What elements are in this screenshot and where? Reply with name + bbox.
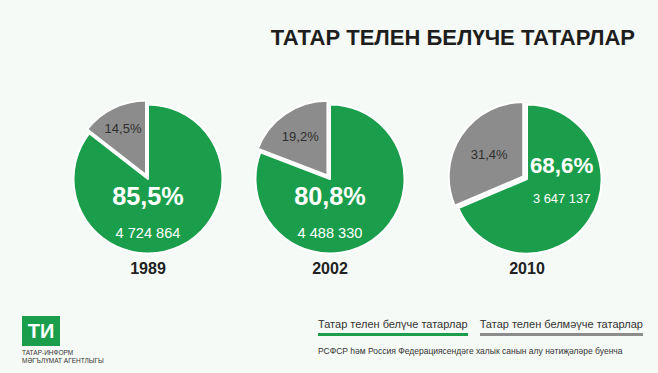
svg-text:68,6%3 647 137: 68,6%3 647 137	[530, 153, 594, 205]
svg-text:2002: 2002	[312, 260, 348, 277]
html-text:МӘГЪЛҮМАТ АГЕНТЛЫГЫ: МӘГЪЛҮМАТ АГЕНТЛЫГЫ	[22, 357, 104, 364]
svg-text:85,5%4 724 864: 85,5%4 724 864	[112, 182, 184, 241]
svg-text:31,4%: 31,4%	[471, 147, 508, 162]
svg-text:1989: 1989	[130, 260, 166, 277]
html-text:ТИ: ТИ	[27, 320, 55, 342]
html-text:ТАТАР-ИНФОРМ: ТАТАР-ИНФОРМ	[22, 349, 74, 356]
html-text:Татар телен белмәүче татарлар: Татар телен белмәүче татарлар	[479, 318, 643, 330]
html-text:РСФСР һәм Россия Федерациясенд: РСФСР һәм Россия Федерациясендәге халык …	[318, 346, 623, 356]
html-text:Татар телен белүче татарлар: Татар телен белүче татарлар	[318, 318, 468, 330]
svg-text:14,5%: 14,5%	[105, 121, 142, 136]
svg-text:19,2%: 19,2%	[282, 129, 319, 144]
svg-text:ТАТАР ТЕЛЕН БЕЛҮЧЕ ТАТАРЛАР: ТАТАР ТЕЛЕН БЕЛҮЧЕ ТАТАРЛАР	[271, 25, 635, 50]
svg-text:2010: 2010	[509, 260, 545, 277]
svg-text:80,8%4 488 330: 80,8%4 488 330	[294, 182, 366, 241]
